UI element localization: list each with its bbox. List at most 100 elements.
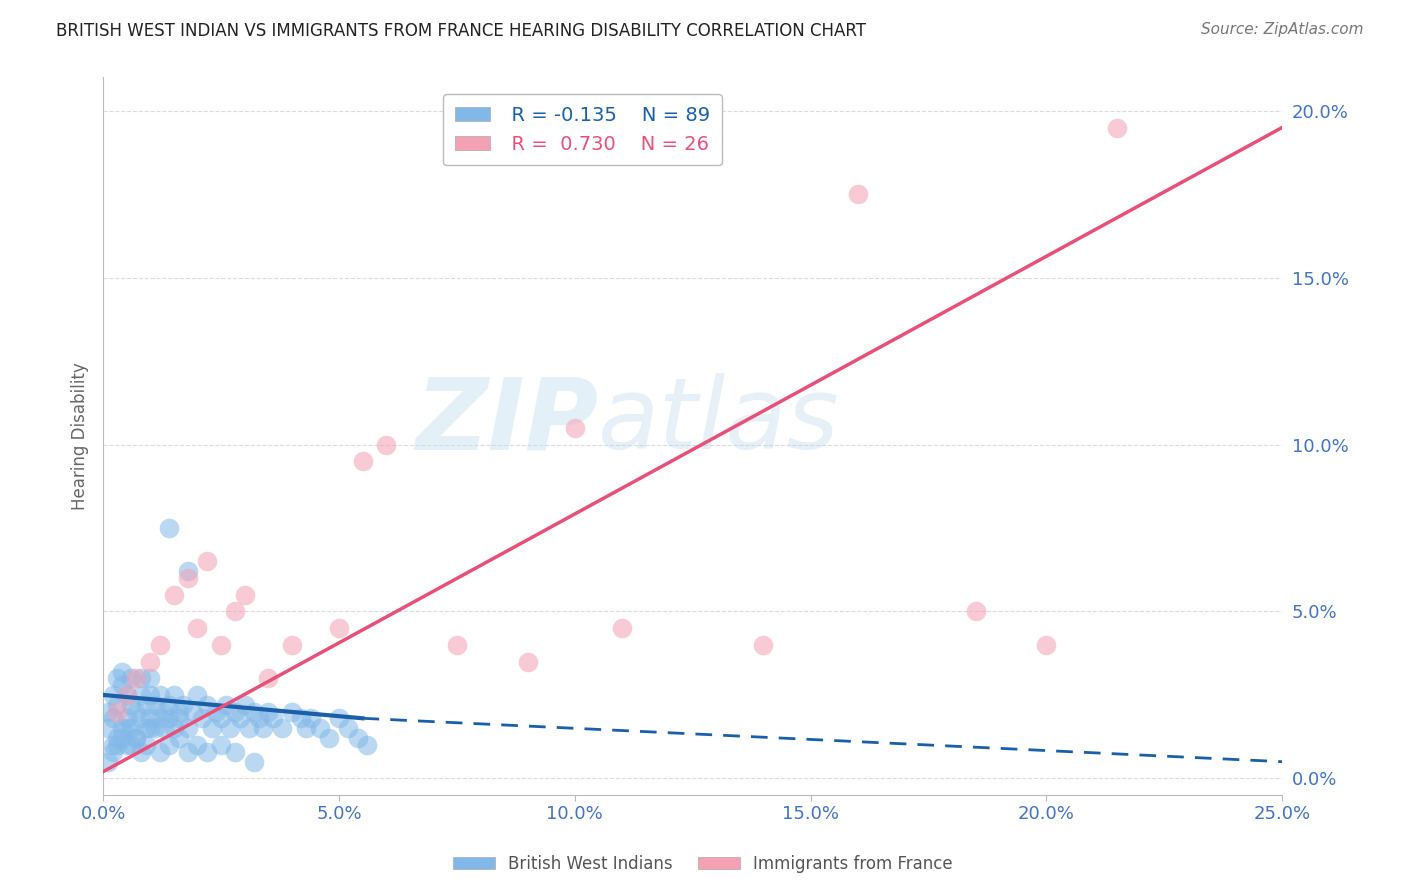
- Point: [233, 588, 256, 602]
- Point: [172, 698, 194, 712]
- Point: [153, 721, 176, 735]
- Point: [97, 721, 120, 735]
- Point: [352, 454, 374, 468]
- Point: [149, 638, 172, 652]
- Point: [186, 688, 208, 702]
- Point: [328, 621, 350, 635]
- Point: [205, 705, 228, 719]
- Point: [257, 671, 280, 685]
- Point: [125, 671, 148, 685]
- Point: [243, 755, 266, 769]
- Point: [752, 638, 775, 652]
- Point: [129, 671, 152, 685]
- Point: [281, 638, 304, 652]
- Point: [224, 705, 246, 719]
- Point: [965, 605, 987, 619]
- Text: Source: ZipAtlas.com: Source: ZipAtlas.com: [1201, 22, 1364, 37]
- Point: [157, 698, 180, 712]
- Point: [209, 638, 232, 652]
- Point: [191, 711, 214, 725]
- Point: [157, 711, 180, 725]
- Point: [1105, 120, 1128, 135]
- Point: [115, 721, 138, 735]
- Point: [125, 731, 148, 746]
- Point: [177, 565, 200, 579]
- Point: [101, 745, 124, 759]
- Point: [157, 521, 180, 535]
- Point: [120, 698, 142, 712]
- Point: [516, 655, 538, 669]
- Point: [243, 705, 266, 719]
- Point: [105, 671, 128, 685]
- Point: [252, 721, 274, 735]
- Point: [177, 745, 200, 759]
- Point: [195, 698, 218, 712]
- Point: [149, 688, 172, 702]
- Point: [139, 671, 162, 685]
- Point: [115, 711, 138, 725]
- Point: [328, 711, 350, 725]
- Point: [186, 738, 208, 752]
- Text: BRITISH WEST INDIAN VS IMMIGRANTS FROM FRANCE HEARING DISABILITY CORRELATION CHA: BRITISH WEST INDIAN VS IMMIGRANTS FROM F…: [56, 22, 866, 40]
- Point: [215, 698, 238, 712]
- Point: [120, 671, 142, 685]
- Point: [309, 721, 332, 735]
- Point: [139, 711, 162, 725]
- Point: [139, 688, 162, 702]
- Point: [135, 721, 157, 735]
- Point: [200, 721, 222, 735]
- Point: [129, 711, 152, 725]
- Point: [125, 731, 148, 746]
- Point: [111, 678, 134, 692]
- Point: [356, 738, 378, 752]
- Point: [337, 721, 360, 735]
- Point: [224, 605, 246, 619]
- Point: [195, 554, 218, 568]
- Point: [271, 721, 294, 735]
- Point: [120, 721, 142, 735]
- Point: [238, 721, 260, 735]
- Point: [105, 731, 128, 746]
- Point: [115, 688, 138, 702]
- Point: [111, 721, 134, 735]
- Point: [295, 721, 318, 735]
- Point: [135, 738, 157, 752]
- Text: atlas: atlas: [599, 374, 839, 470]
- Point: [281, 705, 304, 719]
- Point: [135, 698, 157, 712]
- Point: [115, 688, 138, 702]
- Point: [105, 738, 128, 752]
- Point: [129, 688, 152, 702]
- Point: [157, 738, 180, 752]
- Point: [262, 711, 284, 725]
- Point: [177, 571, 200, 585]
- Point: [209, 711, 232, 725]
- Point: [139, 655, 162, 669]
- Point: [163, 588, 186, 602]
- Point: [846, 187, 869, 202]
- Point: [195, 745, 218, 759]
- Point: [101, 738, 124, 752]
- Point: [299, 711, 322, 725]
- Point: [224, 745, 246, 759]
- Point: [219, 721, 242, 735]
- Point: [97, 705, 120, 719]
- Point: [149, 745, 172, 759]
- Point: [111, 665, 134, 679]
- Point: [101, 711, 124, 725]
- Point: [290, 711, 312, 725]
- Point: [163, 688, 186, 702]
- Point: [375, 437, 398, 451]
- Point: [177, 721, 200, 735]
- Point: [125, 705, 148, 719]
- Point: [129, 745, 152, 759]
- Point: [318, 731, 340, 746]
- Point: [610, 621, 633, 635]
- Point: [346, 731, 368, 746]
- Point: [143, 698, 166, 712]
- Point: [149, 711, 172, 725]
- Point: [163, 721, 186, 735]
- Point: [111, 731, 134, 746]
- Point: [446, 638, 468, 652]
- Point: [564, 421, 586, 435]
